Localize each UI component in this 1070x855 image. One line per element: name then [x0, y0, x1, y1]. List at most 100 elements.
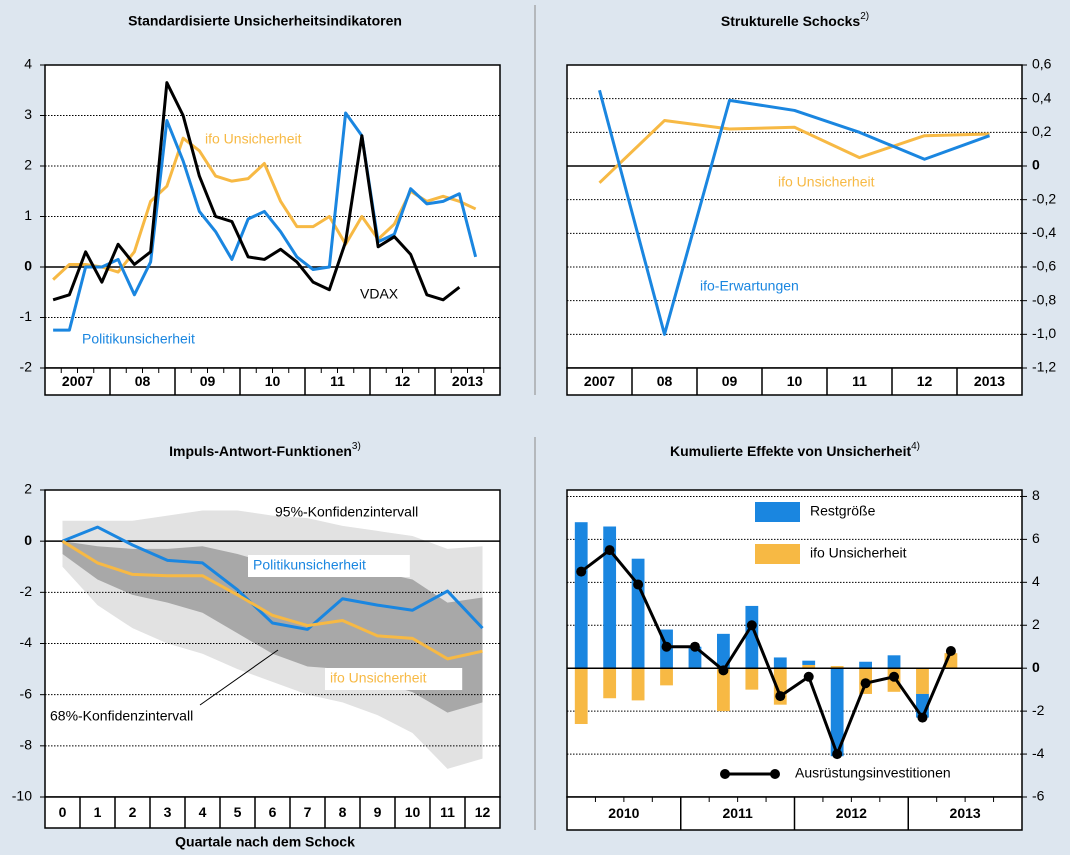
y-tick-label: -4 — [1032, 745, 1045, 761]
label-background — [248, 555, 410, 577]
y-tick-label: -0,4 — [1032, 224, 1056, 240]
x-axis-label: Quartale nach dem Schock — [175, 834, 355, 850]
line — [61, 525, 484, 631]
bar — [745, 668, 759, 690]
title-note: 4) — [911, 441, 920, 452]
x-tick-label: 2013 — [950, 805, 981, 821]
line — [61, 539, 483, 661]
x-tick-label: 8 — [339, 804, 347, 820]
bar — [802, 660, 816, 665]
marker — [832, 749, 843, 760]
marker — [945, 646, 956, 657]
x-tick-label: 2012 — [836, 805, 867, 821]
marker — [633, 579, 644, 590]
y-tick-label: 4 — [1032, 573, 1040, 589]
y-tick-label: -6 — [1032, 788, 1045, 804]
bar — [631, 668, 645, 701]
x-tick-label: 08 — [135, 373, 151, 389]
title-text: Impuls-Antwort-Funktionen — [169, 443, 352, 459]
line — [598, 119, 990, 184]
category-row — [566, 367, 1023, 396]
y-tick-label: -8 — [20, 737, 33, 753]
bar — [688, 646, 702, 669]
series-label: ifo Unsicherheit — [205, 131, 302, 147]
y-tick-label: -10 — [12, 788, 32, 804]
y-tick-label: -0,2 — [1032, 190, 1056, 206]
bar — [887, 655, 901, 669]
bar — [859, 661, 872, 669]
x-tick-label: 3 — [164, 804, 172, 820]
x-tick-label: 7 — [304, 804, 312, 820]
y-tick-label: -2 — [1032, 702, 1045, 718]
bar — [574, 522, 588, 669]
y-tick-label: 4 — [24, 56, 32, 72]
x-tick-label: 9 — [374, 804, 382, 820]
x-tick-label: 09 — [200, 373, 216, 389]
chart-title: Kumulierte Effekte von Unsicherheit4) — [670, 441, 920, 459]
legend-marker — [720, 769, 730, 779]
series-label: ifo Unsicherheit — [778, 174, 875, 190]
x-tick-label: 11 — [330, 373, 345, 389]
chart-title: Standardisierte Unsicherheitsindikatoren — [128, 13, 402, 29]
y-tick-label: -2 — [20, 583, 33, 599]
y-tick-label: 0 — [1032, 157, 1040, 173]
x-tick-label: 2011 — [722, 805, 753, 821]
y-tick-label: -1,0 — [1032, 325, 1056, 341]
bar — [631, 558, 645, 669]
bar — [717, 633, 730, 669]
x-tick-label: 11 — [440, 804, 455, 820]
x-tick-label: 6 — [269, 804, 277, 820]
label-background — [325, 668, 463, 690]
x-tick-label: 11 — [852, 373, 867, 389]
x-tick-label: 2013 — [452, 373, 483, 389]
y-tick-label: 2 — [24, 157, 32, 173]
legend-swatch — [755, 502, 800, 522]
x-tick-label: 2013 — [974, 373, 1005, 389]
marker — [576, 566, 587, 577]
x-tick-label: 4 — [199, 804, 207, 820]
legend-swatch — [755, 544, 800, 564]
bar — [802, 664, 816, 669]
bar — [603, 668, 617, 699]
y-tick-label: 1 — [24, 207, 32, 223]
series-label: VDAX — [360, 286, 399, 302]
series-label: Politikunsicherheit — [82, 331, 195, 347]
bar — [660, 668, 673, 686]
x-tick-label: 1 — [94, 804, 102, 820]
y-tick-label: 0,4 — [1032, 89, 1052, 105]
x-tick-label: 0 — [59, 804, 67, 820]
y-tick-label: 8 — [1032, 487, 1040, 503]
y-tick-label: 0 — [24, 258, 32, 274]
x-tick-label: 12 — [475, 804, 491, 820]
y-tick-label: -0,8 — [1032, 291, 1056, 307]
line — [52, 81, 461, 302]
x-tick-label: 09 — [722, 373, 738, 389]
x-tick-label: 10 — [787, 373, 803, 389]
marker — [917, 712, 928, 723]
y-tick-label: 2 — [24, 481, 32, 497]
band-label: 95%-Konfidenzintervall — [275, 504, 418, 520]
bar — [717, 668, 730, 712]
y-tick-label: 0,6 — [1032, 56, 1052, 72]
marker — [746, 620, 757, 631]
marker — [661, 641, 672, 652]
x-tick-label: 2010 — [608, 805, 639, 821]
y-tick-label: 0 — [24, 532, 32, 548]
line — [53, 111, 478, 332]
y-tick-label: -1 — [20, 308, 33, 324]
x-tick-label: 10 — [265, 373, 281, 389]
band-label: 68%-Konfidenzintervall — [50, 708, 193, 724]
marker — [860, 678, 871, 689]
series-label: ifo Unsicherheit — [330, 670, 427, 686]
leader-line — [199, 649, 279, 706]
series-label: Politikunsicherheit — [253, 557, 366, 573]
chart-title: Impuls-Antwort-Funktionen3) — [169, 441, 361, 459]
y-tick-label: 3 — [24, 106, 32, 122]
bar — [830, 668, 844, 757]
marker — [775, 691, 786, 702]
marker — [889, 671, 900, 682]
y-tick-label: 2 — [1032, 616, 1040, 632]
x-tick-label: 12 — [917, 373, 933, 389]
legend-marker — [770, 769, 780, 779]
